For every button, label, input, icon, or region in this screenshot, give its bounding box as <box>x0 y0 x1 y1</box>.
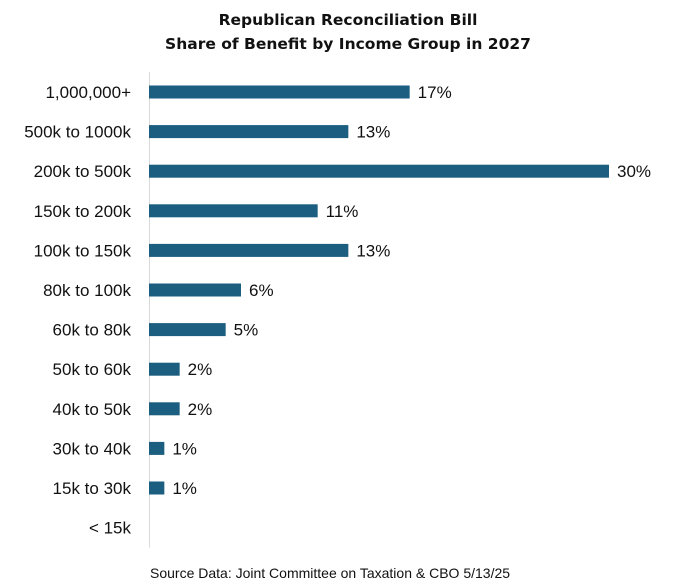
bar <box>149 323 226 337</box>
bar <box>149 402 180 416</box>
category-label: < 15k <box>89 519 132 538</box>
category-label: 150k to 200k <box>34 202 132 221</box>
chart-title: Republican Reconciliation Bill <box>218 11 478 29</box>
data-label: 1% <box>172 439 197 458</box>
data-label: 2% <box>188 400 213 419</box>
data-label: 5% <box>234 321 259 340</box>
category-label: 15k to 30k <box>53 479 132 498</box>
data-label: 1% <box>172 479 197 498</box>
data-label: 17% <box>418 83 452 102</box>
data-label: 13% <box>356 123 390 142</box>
category-label: 50k to 60k <box>53 360 132 379</box>
data-label: 30% <box>617 162 651 181</box>
data-label: 11% <box>326 202 359 221</box>
bar <box>149 243 349 257</box>
category-label: 1,000,000+ <box>45 83 131 102</box>
bar <box>149 362 180 376</box>
data-label: 6% <box>249 281 274 300</box>
category-label: 40k to 50k <box>53 400 132 419</box>
chart-title-block: Republican Reconciliation Bill Share of … <box>0 8 696 56</box>
category-label: 200k to 500k <box>34 162 132 181</box>
data-label: 13% <box>356 241 390 260</box>
category-label: 60k to 80k <box>53 321 132 340</box>
data-label: 2% <box>188 360 213 379</box>
bar <box>149 481 165 495</box>
bar <box>149 204 318 218</box>
source-note: Source Data: Joint Committee on Taxation… <box>150 565 511 581</box>
category-label: 80k to 100k <box>43 281 131 300</box>
bar <box>149 164 609 178</box>
category-label: 30k to 40k <box>53 439 132 458</box>
bar <box>149 283 241 297</box>
chart-subtitle: Share of Benefit by Income Group in 2027 <box>165 35 531 53</box>
bar <box>149 125 349 139</box>
bar <box>149 441 165 455</box>
category-label: 500k to 1000k <box>24 123 131 142</box>
bar <box>149 85 410 99</box>
category-label: 100k to 150k <box>34 241 132 260</box>
